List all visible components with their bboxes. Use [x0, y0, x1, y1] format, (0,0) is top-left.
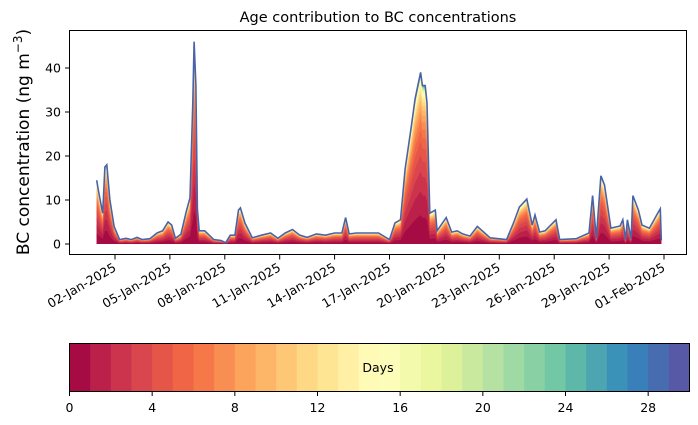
age-band-10	[96, 68, 662, 244]
age-band-24	[96, 42, 662, 245]
colorbar-bin-5	[172, 343, 194, 392]
colorbar-bin-23	[544, 343, 566, 392]
colorbar-tick-label: 0	[66, 400, 74, 415]
colorbar-bin-17	[420, 343, 442, 392]
colorbar-tick-label: 8	[231, 400, 239, 415]
axes-frame	[69, 30, 687, 255]
age-band-25	[96, 42, 662, 244]
colorbar-bin-7	[214, 343, 236, 392]
colorbar-bin-15	[379, 343, 401, 392]
colorbar-bin-12	[317, 343, 339, 392]
x-axis: 02-Jan-202505-Jan-202508-Jan-202511-Jan-…	[45, 255, 668, 312]
age-band-17	[96, 48, 662, 245]
age-band-9	[96, 73, 662, 244]
age-band-19	[96, 46, 662, 244]
colorbar-bin-0	[69, 343, 91, 392]
age-band-27	[96, 42, 662, 244]
age-band-8	[96, 80, 662, 244]
age-band-3	[96, 139, 662, 244]
chart-title: Age contribution to BC concentrations	[240, 10, 517, 26]
colorbar	[69, 343, 690, 392]
colorbar-bin-22	[524, 343, 546, 392]
colorbar-bin-16	[400, 343, 422, 392]
colorbar-tick-label: 16	[392, 400, 408, 415]
colorbar-bin-21	[503, 343, 525, 392]
age-band-15	[96, 51, 662, 244]
age-band-11	[96, 63, 662, 245]
age-band-12	[96, 59, 662, 245]
colorbar-bin-6	[193, 343, 215, 392]
y-tick-label: 10	[45, 193, 61, 208]
y-axis-label-exponent: −3	[11, 35, 25, 53]
colorbar-bin-20	[482, 343, 504, 392]
age-band-14	[96, 54, 662, 244]
colorbar-frame	[69, 343, 690, 392]
total-series-line	[95, 41, 663, 244]
age-band-26	[96, 42, 662, 245]
age-band-29	[96, 41, 662, 244]
age-band-4	[96, 122, 662, 244]
colorbar-bin-10	[276, 343, 298, 392]
y-axis-label: BC concentration (ng m−3)	[11, 29, 34, 255]
age-band-23	[96, 43, 662, 244]
colorbar-bin-24	[565, 343, 587, 392]
colorbar-label: Days	[362, 360, 393, 375]
colorbar-bin-25	[586, 343, 608, 392]
age-band-16	[96, 50, 662, 244]
y-axis-label-main: BC concentration (ng m	[14, 53, 34, 255]
colorbar-bin-13	[338, 343, 360, 392]
colorbar-bin-29	[668, 343, 690, 392]
age-band-18	[96, 47, 662, 245]
age-band-22	[96, 43, 662, 244]
age-band-5	[96, 109, 662, 244]
age-band-0	[96, 210, 662, 244]
y-tick-label: 40	[45, 61, 61, 76]
age-band-13	[96, 56, 662, 245]
colorbar-bin-11	[296, 343, 318, 392]
colorbar-tick-label: 12	[310, 400, 326, 415]
colorbar-bin-3	[131, 343, 153, 392]
colorbar-bin-2	[110, 343, 132, 392]
colorbar-bin-9	[255, 343, 277, 392]
y-tick-label: 0	[53, 237, 61, 252]
y-tick-label: 20	[45, 149, 61, 164]
y-tick-label: 30	[45, 105, 61, 120]
colorbar-bin-14	[358, 343, 380, 392]
colorbar-tick-label: 24	[558, 400, 574, 415]
colorbar-tick-label: 4	[148, 400, 156, 415]
colorbar-bin-8	[234, 343, 256, 392]
colorbar-bin-28	[648, 343, 670, 392]
age-band-6	[96, 97, 662, 244]
colorbar-tick-label: 28	[640, 400, 656, 415]
colorbar-bin-1	[90, 343, 112, 392]
y-axis: 0 10 20 30 40	[45, 61, 70, 252]
y-axis-label-close: )	[14, 29, 34, 36]
age-band-28	[96, 41, 662, 244]
colorbar-bin-4	[152, 343, 174, 392]
colorbar-bin-19	[462, 343, 484, 392]
colorbar-bin-18	[441, 343, 463, 392]
colorbar-tick-label: 20	[475, 400, 491, 415]
colorbar-bin-27	[627, 343, 649, 392]
colorbar-axis: 0 4 8 12 16 20 24 28	[66, 391, 656, 415]
age-band-20	[96, 45, 662, 245]
colorbar-bin-26	[606, 343, 628, 392]
age-band-21	[96, 44, 662, 244]
age-bands	[96, 41, 662, 245]
age-band-7	[96, 88, 662, 244]
